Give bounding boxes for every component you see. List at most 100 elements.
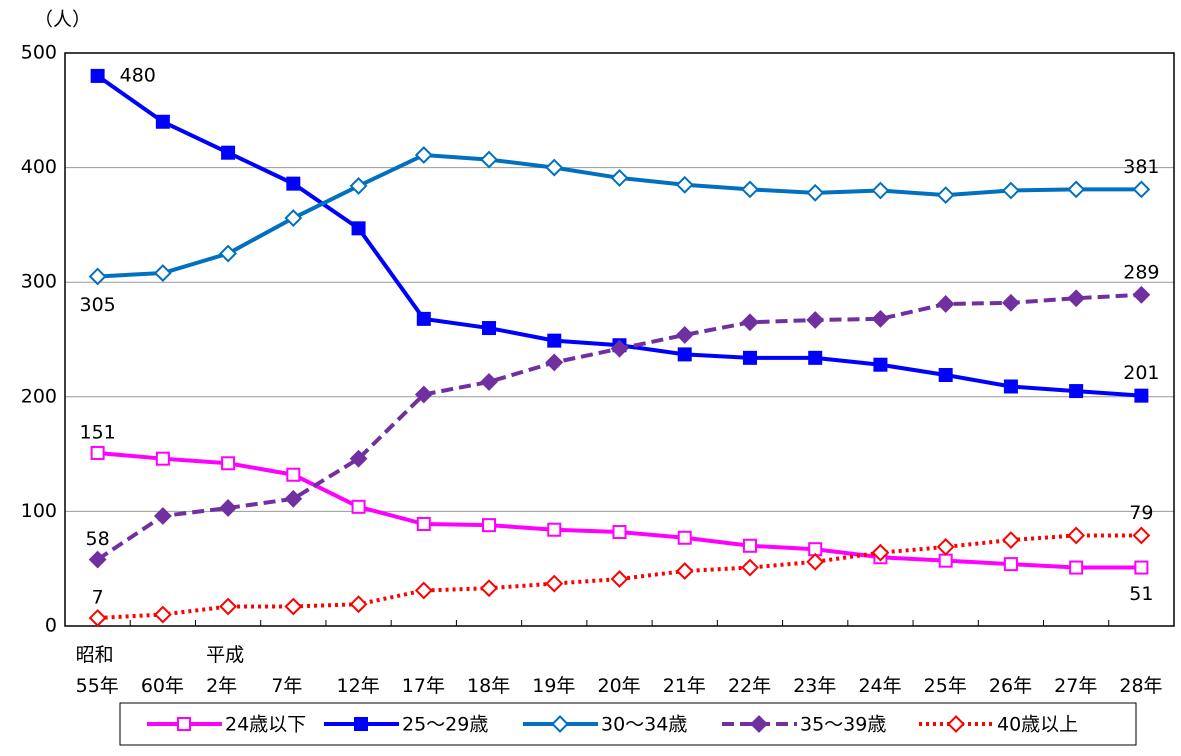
marker [610,168,629,187]
marker [284,597,303,616]
marker [612,525,627,540]
marker [1001,531,1020,549]
marker [1134,388,1149,403]
x-tick-label: 21年 [662,675,706,697]
data-label: 480 [120,64,156,86]
marker [551,715,569,733]
data-label: 289 [1123,261,1159,283]
legend-label: 30～34歳 [601,714,687,736]
legend-label: 25～29歳 [402,714,488,736]
marker [1067,289,1086,308]
x-tick-label: 26年 [988,675,1033,697]
marker [351,221,366,236]
marker [938,553,953,568]
marker [153,605,172,624]
marker [547,522,562,537]
marker [88,267,107,286]
y-tick-label: 200 [21,385,57,407]
x-tick-label: 24年 [858,675,902,697]
marker [221,456,236,471]
marker [1067,180,1086,199]
marker [741,313,759,332]
x-tick-label: 22年 [727,675,772,697]
marker [482,518,497,533]
legend-label: 35～39歳 [800,714,886,736]
legend-item: 24歳以下 [147,714,306,736]
y-tick-label: 400 [21,156,57,178]
marker [1069,560,1084,575]
marker [155,451,170,466]
marker [480,150,498,169]
plot-frame [64,52,1175,627]
x-tick-label: 60年 [140,675,185,697]
data-label: 381 [1123,156,1159,178]
marker [155,114,170,129]
marker [284,209,303,227]
legend-item: 30～34歳 [523,714,687,736]
marker [806,552,825,571]
marker [610,339,629,358]
marker [153,507,172,525]
marker [545,574,564,593]
marker [177,717,191,731]
marker [414,385,433,404]
marker [938,368,953,383]
marker [482,321,497,336]
legend-item: 40歳以上 [919,714,1078,736]
marker [354,717,368,731]
marker [1003,557,1018,572]
marker [741,558,759,577]
marker [286,176,301,191]
x-tick-label: 7年 [271,675,303,697]
marker [675,326,694,344]
marker [1132,180,1151,199]
data-label: 58 [86,528,110,550]
marker [936,295,955,313]
y-tick-label: 300 [21,271,57,293]
marker [675,175,694,194]
marker [88,550,107,569]
legend-box [119,702,1137,746]
marker [88,609,107,627]
marker [219,244,238,263]
marker [1001,293,1020,312]
marker [416,517,431,532]
marker [414,581,433,600]
x-tick-label: 19年 [532,675,576,697]
data-label: 79 [1129,502,1153,524]
marker [221,145,236,160]
marker [416,311,431,326]
series-line [96,292,1142,562]
marker [349,177,368,195]
marker [741,180,759,199]
data-label: 51 [1129,583,1153,605]
marker [675,562,694,580]
x-tick-label: 25年 [923,675,967,697]
x-tick-label: 23年 [793,675,837,697]
marker [1001,181,1020,200]
legend-item: 35～39歳 [722,714,886,736]
legend-item: 25～29歳 [324,714,488,736]
marker [806,311,825,329]
marker [936,538,955,556]
y-tick-label: 0 [45,615,57,637]
marker [1134,560,1149,575]
data-label: 151 [79,421,115,443]
marker [90,445,105,460]
marker [871,181,890,200]
marker [677,530,692,545]
marker [153,264,172,282]
marker [545,353,564,372]
legend-label: 40歳以上 [997,714,1078,736]
y-tick-label: 100 [21,500,57,522]
marker [936,186,955,205]
marker [873,357,888,372]
marker [742,538,757,553]
data-label: 201 [1123,362,1159,384]
x-tick-label: 28年 [1119,675,1163,697]
marker [480,579,498,598]
marker [1067,526,1086,545]
y-tick-label: 500 [21,42,57,64]
marker [219,499,238,517]
